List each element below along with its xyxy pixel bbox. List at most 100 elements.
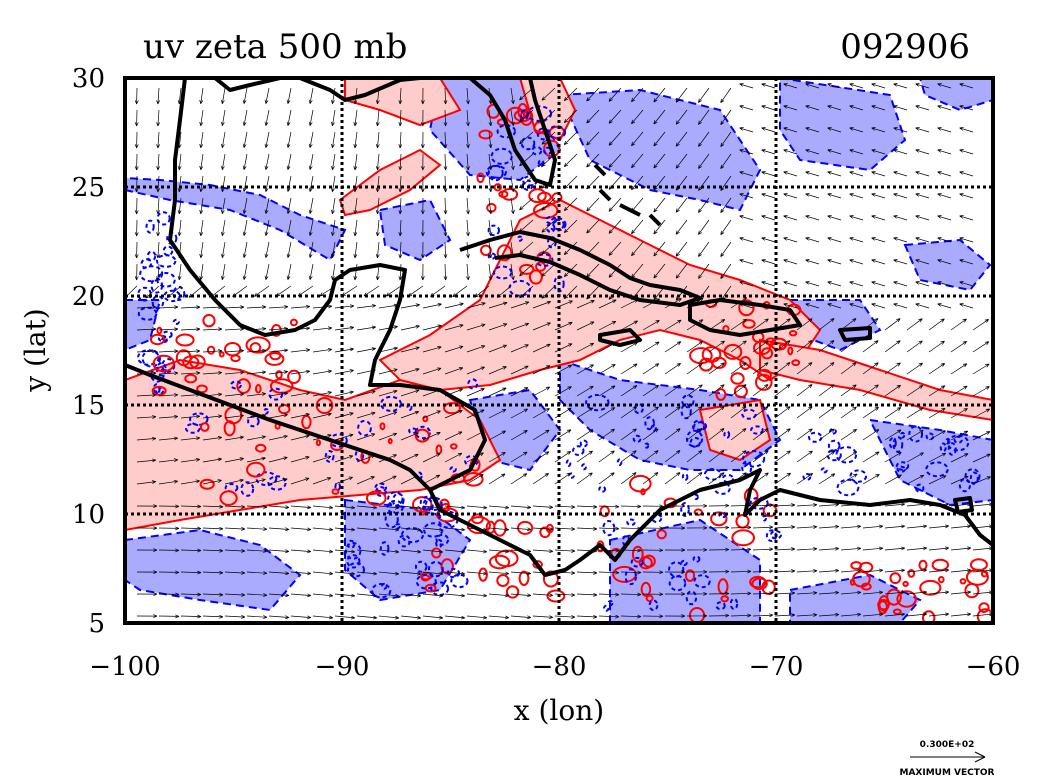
wind-vector	[466, 549, 488, 554]
wind-vector	[334, 593, 356, 598]
wind-vector	[290, 571, 312, 576]
wind-vector	[400, 527, 422, 532]
wind-vector	[422, 302, 442, 309]
wind-vector	[950, 453, 969, 463]
wind-vector	[180, 457, 200, 463]
wind-vector	[598, 363, 616, 375]
wind-vector	[586, 109, 600, 124]
wind-vector	[893, 127, 908, 133]
wind-vector	[199, 175, 204, 192]
wind-vector	[928, 407, 946, 419]
wind-vector	[510, 365, 529, 375]
wind-vector	[827, 259, 842, 265]
wind-vector	[375, 109, 380, 127]
contour-blob	[490, 147, 513, 165]
wind-vector	[466, 571, 488, 576]
wind-vector	[510, 322, 530, 331]
wind-vector	[331, 153, 336, 170]
wind-vector	[444, 345, 464, 353]
contour-blob	[907, 569, 916, 578]
contour-blob	[902, 580, 909, 587]
wind-vector	[840, 406, 857, 419]
contour-blob	[953, 435, 963, 444]
wind-vector	[264, 263, 270, 280]
wind-vector	[739, 127, 754, 133]
wind-vector	[356, 527, 378, 532]
wind-vector	[972, 318, 989, 331]
wind-vector	[686, 613, 708, 618]
wind-vector	[664, 570, 686, 574]
wind-vector	[653, 197, 666, 213]
wind-vector	[598, 428, 615, 441]
wind-vector	[928, 340, 945, 353]
wind-vector	[199, 131, 204, 148]
wind-vector	[156, 241, 161, 259]
contour-blob	[254, 384, 262, 394]
wind-vector	[871, 127, 886, 133]
wind-vector	[950, 590, 972, 595]
wind-vector	[136, 526, 158, 531]
wind-vector	[180, 479, 200, 485]
wind-vector	[761, 281, 776, 287]
contour-blob	[889, 572, 902, 585]
wind-vector	[620, 614, 642, 619]
wind-vector	[356, 411, 376, 419]
reference-vector-value: 0.300E+02	[920, 740, 975, 750]
wind-vector	[422, 615, 444, 620]
wind-vector	[519, 109, 534, 123]
wind-vector	[519, 131, 534, 145]
wind-vector	[466, 263, 470, 281]
wind-vector	[906, 568, 928, 573]
contour-blob	[140, 258, 153, 269]
wind-vector	[158, 614, 180, 619]
wind-vector	[884, 546, 906, 551]
wind-vector	[840, 590, 862, 595]
wind-vector	[156, 263, 161, 281]
wind-vector	[730, 362, 747, 375]
wind-vector	[642, 614, 664, 619]
wind-vector	[180, 570, 202, 575]
wind-vector	[466, 219, 470, 237]
wind-vector	[290, 527, 312, 532]
wind-vector	[631, 109, 644, 125]
wind-vector	[246, 435, 266, 441]
wind-vector	[805, 127, 820, 133]
wind-vector	[224, 370, 245, 375]
wind-vector	[950, 363, 968, 375]
x-tick-label: −80	[532, 652, 587, 682]
contour-blob	[760, 347, 774, 360]
contour-blob	[467, 378, 479, 390]
wind-vector	[796, 547, 818, 551]
wind-vector	[268, 527, 290, 532]
wind-vector	[631, 219, 644, 235]
wind-vector	[224, 392, 245, 397]
wind-vector	[698, 263, 710, 279]
wind-vector	[466, 87, 470, 105]
wind-vector	[312, 412, 332, 419]
wind-vector	[893, 83, 908, 89]
wind-vector	[972, 453, 991, 463]
wind-vector	[224, 305, 245, 310]
wind-vector	[356, 325, 376, 331]
contour-blob	[656, 529, 667, 540]
x-tick-label: −60	[966, 652, 1021, 682]
wind-vector	[466, 473, 484, 485]
contour-blob	[829, 428, 837, 435]
contour-blob	[947, 442, 957, 456]
wind-vector	[620, 472, 637, 485]
wind-vector	[906, 612, 928, 617]
wind-vector	[180, 614, 202, 619]
wind-vector	[862, 524, 884, 529]
wind-vector	[972, 363, 990, 375]
wind-vector	[563, 87, 578, 102]
contour-blob	[680, 403, 692, 420]
wind-vector	[950, 340, 967, 353]
contour-blob	[505, 585, 520, 599]
wind-vector	[180, 371, 201, 375]
wind-vector	[224, 327, 245, 331]
contour-blob	[476, 172, 485, 184]
wind-vector	[796, 525, 818, 529]
wind-vector	[420, 219, 425, 237]
wind-vector	[915, 193, 930, 199]
wind-vector	[510, 430, 528, 441]
